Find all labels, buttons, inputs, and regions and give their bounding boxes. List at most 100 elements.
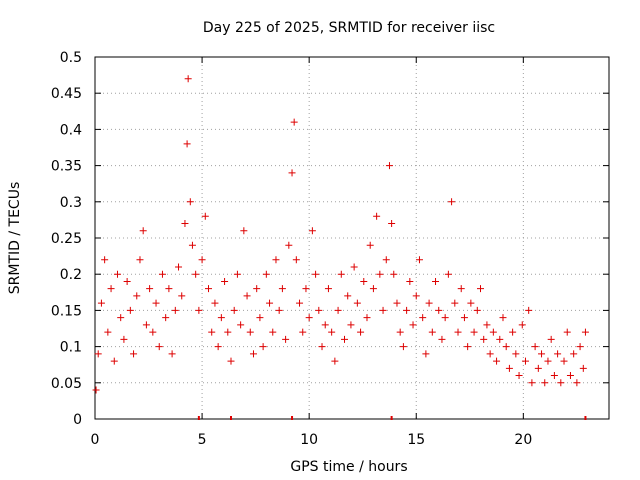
data-point bbox=[305, 314, 313, 322]
data-point bbox=[396, 328, 404, 336]
data-point bbox=[237, 321, 245, 329]
data-point bbox=[534, 364, 542, 372]
data-point bbox=[331, 357, 339, 365]
data-point bbox=[224, 328, 232, 336]
data-point bbox=[460, 314, 468, 322]
y-tick-label: 0.3 bbox=[60, 195, 82, 211]
data-point bbox=[92, 386, 100, 394]
data-point bbox=[288, 169, 296, 177]
y-tick-label: 0.5 bbox=[60, 50, 82, 66]
data-point bbox=[512, 350, 520, 358]
data-point bbox=[403, 306, 411, 314]
data-point bbox=[142, 321, 150, 329]
data-point bbox=[178, 292, 186, 300]
y-tick-label: 0.15 bbox=[51, 303, 82, 319]
data-point bbox=[183, 140, 191, 148]
data-point bbox=[299, 328, 307, 336]
y-tick-label: 0 bbox=[73, 412, 82, 428]
x-tick-label: 5 bbox=[198, 432, 207, 448]
data-point bbox=[350, 263, 358, 271]
x-tick-label: 15 bbox=[407, 432, 425, 448]
data-point bbox=[502, 343, 510, 351]
data-point bbox=[126, 306, 134, 314]
data-point bbox=[130, 350, 138, 358]
data-point bbox=[547, 335, 555, 343]
data-point bbox=[412, 292, 420, 300]
data-point bbox=[480, 335, 488, 343]
data-point bbox=[104, 328, 112, 336]
data-point bbox=[422, 350, 430, 358]
data-point bbox=[192, 270, 200, 278]
data-point bbox=[113, 270, 121, 278]
data-point bbox=[214, 343, 222, 351]
data-point bbox=[290, 118, 298, 126]
data-point bbox=[324, 285, 332, 293]
data-point bbox=[470, 328, 478, 336]
data-point bbox=[188, 241, 196, 249]
data-point bbox=[318, 343, 326, 351]
data-point bbox=[388, 220, 396, 228]
data-point bbox=[123, 277, 131, 285]
x-tick-label: 10 bbox=[300, 432, 318, 448]
axis-ticks bbox=[94, 56, 609, 420]
grid bbox=[95, 57, 609, 419]
data-point bbox=[379, 306, 387, 314]
data-point bbox=[275, 306, 283, 314]
data-point bbox=[464, 343, 472, 351]
data-point bbox=[489, 328, 497, 336]
data-point bbox=[120, 335, 128, 343]
data-point bbox=[198, 256, 206, 264]
data-point bbox=[165, 285, 173, 293]
data-point bbox=[246, 328, 254, 336]
data-point bbox=[390, 270, 398, 278]
data-point bbox=[308, 227, 316, 235]
data-point bbox=[278, 285, 286, 293]
data-point bbox=[581, 328, 589, 336]
data-point bbox=[97, 299, 105, 307]
data-point bbox=[162, 314, 170, 322]
data-point bbox=[541, 379, 549, 387]
x-axis-tick-labels: 0 5 10 15 20 bbox=[91, 432, 533, 448]
data-point bbox=[269, 328, 277, 336]
data-point bbox=[515, 372, 523, 380]
data-point bbox=[146, 285, 154, 293]
data-point bbox=[425, 299, 433, 307]
data-point bbox=[227, 357, 235, 365]
data-point bbox=[347, 321, 355, 329]
data-point bbox=[441, 314, 449, 322]
data-point bbox=[285, 241, 293, 249]
x-axis-label: GPS time / hours bbox=[290, 459, 407, 475]
data-point bbox=[230, 306, 238, 314]
data-point bbox=[525, 306, 533, 314]
data-point bbox=[531, 343, 539, 351]
data-point bbox=[136, 256, 144, 264]
data-point bbox=[557, 379, 565, 387]
data-point bbox=[256, 314, 264, 322]
data-point bbox=[505, 364, 513, 372]
y-tick-label: 0.25 bbox=[51, 231, 82, 247]
data-point bbox=[253, 285, 261, 293]
data-point bbox=[573, 379, 581, 387]
data-point bbox=[186, 198, 194, 206]
data-point bbox=[259, 343, 267, 351]
data-point bbox=[486, 350, 494, 358]
data-point bbox=[496, 335, 504, 343]
data-point bbox=[457, 285, 465, 293]
data-point bbox=[201, 212, 209, 220]
data-point bbox=[240, 227, 248, 235]
data-point bbox=[360, 277, 368, 285]
data-point bbox=[292, 256, 300, 264]
data-point bbox=[217, 314, 225, 322]
data-point bbox=[249, 350, 257, 358]
data-point bbox=[110, 357, 118, 365]
data-point bbox=[448, 198, 456, 206]
y-tick-label: 0.35 bbox=[51, 159, 82, 175]
data-point bbox=[435, 306, 443, 314]
data-point bbox=[376, 270, 384, 278]
data-point bbox=[152, 299, 160, 307]
data-point bbox=[554, 350, 562, 358]
data-point bbox=[282, 335, 290, 343]
data-point bbox=[544, 357, 552, 365]
